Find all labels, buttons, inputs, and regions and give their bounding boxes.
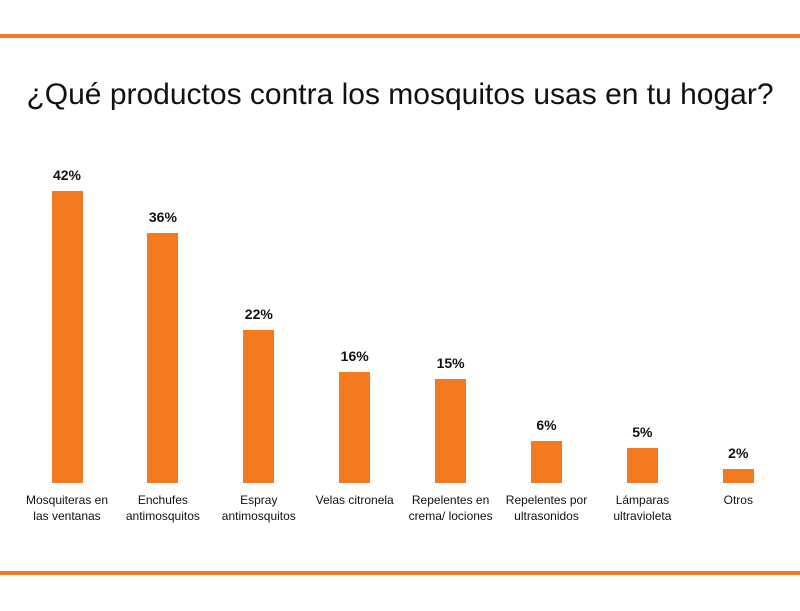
bar	[147, 232, 179, 483]
category-label: Espray antimosquitos	[221, 493, 296, 523]
chart-title: ¿Qué productos contra los mosquitos usas…	[26, 78, 774, 111]
value-label: 15%	[436, 354, 465, 371]
category-label: Mosquiteras en las ventanas	[25, 493, 109, 523]
category-label: Repelentes por ultrasonidos	[505, 493, 588, 523]
top-rule	[0, 34, 800, 38]
bottom-rule	[0, 571, 800, 575]
value-label: 5%	[632, 424, 653, 441]
bar	[531, 441, 562, 483]
value-label: 36%	[148, 208, 177, 225]
value-label: 16%	[340, 347, 369, 364]
bar	[51, 191, 83, 483]
category-label: Repelentes en crema/ lociones	[408, 493, 493, 523]
bar	[339, 371, 371, 483]
category-label: Enchufes antimosquitos	[125, 493, 200, 523]
value-label: 42%	[52, 167, 82, 184]
value-label: 22%	[244, 306, 273, 323]
category-label: Otros	[723, 493, 753, 507]
category-label: Velas citronela	[315, 493, 394, 507]
bar	[722, 469, 754, 483]
category-label: Lámparas ultravioleta	[613, 493, 672, 523]
value-label: 6%	[536, 417, 557, 434]
bar	[626, 448, 658, 483]
value-label: 2%	[728, 445, 749, 462]
bar	[435, 378, 467, 483]
bar	[243, 330, 275, 483]
